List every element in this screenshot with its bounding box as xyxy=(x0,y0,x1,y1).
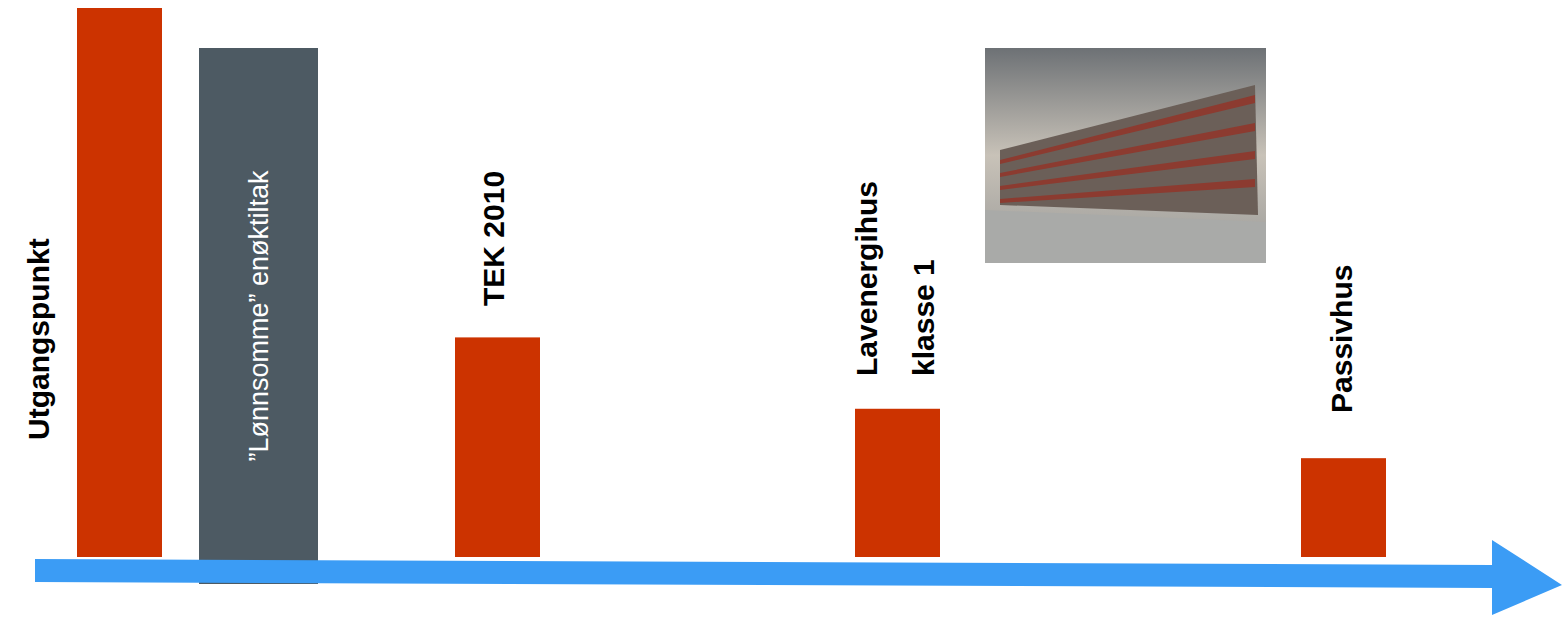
category-label-line: Lavenergihus xyxy=(850,181,883,376)
category-label: Lavenergihus klasse 1 xyxy=(850,181,940,376)
category-label-line: Passivhus xyxy=(1325,265,1358,413)
axis-arrow-shape xyxy=(35,540,1562,615)
annotation-text: ”Lønnsomme” enøktiltak xyxy=(244,170,274,462)
chart: ”Lønnsomme” enøktiltak Utgangspunkt TEK 20… xyxy=(0,0,1562,617)
category-label: Utgangspunkt xyxy=(22,238,55,440)
photo-ground xyxy=(985,210,1266,263)
category-label: Passivhus xyxy=(1325,265,1358,413)
axis-arrow xyxy=(35,540,1562,615)
photo-sky xyxy=(985,48,1266,263)
bar xyxy=(77,8,162,557)
bar xyxy=(455,337,540,557)
photo xyxy=(985,48,1266,263)
category-label: TEK 2010 xyxy=(477,171,510,306)
bar xyxy=(855,409,940,557)
bar xyxy=(1301,458,1386,557)
annotation: ”Lønnsomme” enøktiltak xyxy=(199,48,318,584)
photo-building xyxy=(1000,85,1258,215)
annotation-box xyxy=(199,48,318,584)
category-label-line: klasse 1 xyxy=(907,259,940,376)
category-label-line: Utgangspunkt xyxy=(22,238,55,440)
photo-window-row xyxy=(1000,179,1255,203)
category-labels: Utgangspunkt TEK 2010 Lavenergihus klasse 1… xyxy=(22,171,1358,440)
category-label-line: TEK 2010 xyxy=(477,171,510,306)
